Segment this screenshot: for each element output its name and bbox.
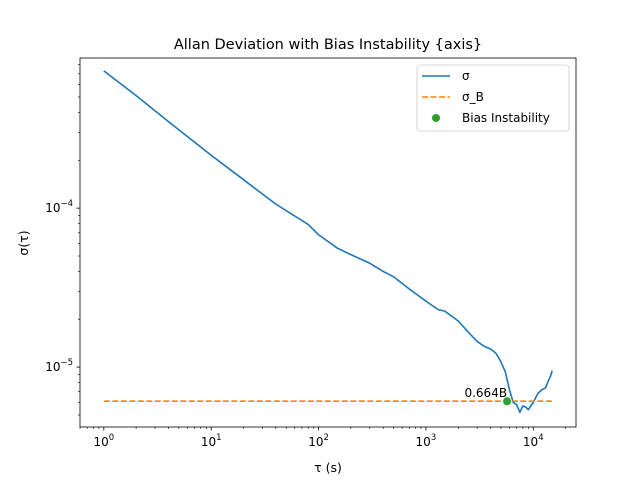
y-tick-label: 10−4 bbox=[45, 199, 73, 215]
legend-label: σ_B bbox=[462, 90, 484, 104]
annotation-label: 0.664B bbox=[464, 386, 507, 400]
sigma-line bbox=[103, 70, 553, 414]
y-tick-label: 10−5 bbox=[45, 358, 73, 374]
legend: σ σ_B Bias Instability bbox=[416, 64, 570, 132]
x-tick-label: 104 bbox=[523, 433, 544, 449]
bias-instability-point bbox=[503, 397, 512, 406]
x-axis-label: τ (s) bbox=[314, 460, 342, 475]
x-tick-label: 101 bbox=[201, 433, 222, 449]
y-axis-label: σ(τ) bbox=[16, 230, 31, 255]
legend-box bbox=[416, 64, 570, 132]
x-tick-label: 102 bbox=[308, 433, 329, 449]
chart-title: Allan Deviation with Bias Instability {a… bbox=[174, 37, 482, 53]
plot-area: 0.664B bbox=[103, 70, 553, 414]
legend-marker-swatch bbox=[432, 114, 440, 122]
x-axis-ticks: 100 101 102 103 104 bbox=[79, 427, 566, 449]
x-tick-label: 103 bbox=[416, 433, 437, 449]
y-axis-ticks: 10−5 10−4 bbox=[45, 64, 80, 416]
legend-label: σ bbox=[462, 69, 470, 83]
legend-label: Bias Instability bbox=[462, 111, 550, 125]
axes-frame bbox=[79, 57, 577, 428]
x-tick-label: 100 bbox=[93, 433, 114, 449]
